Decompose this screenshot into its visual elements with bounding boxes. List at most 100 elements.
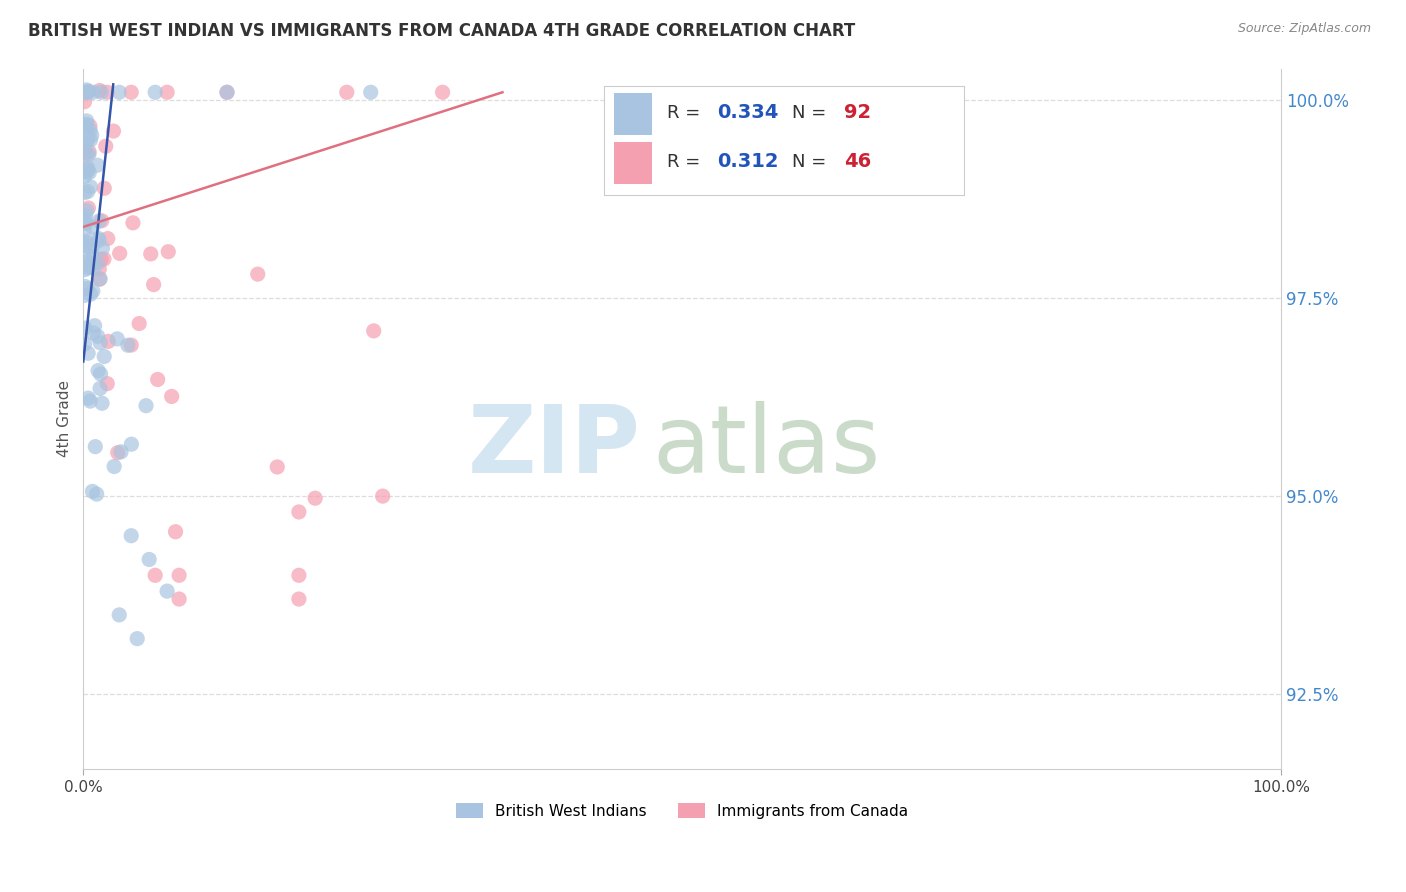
Point bbox=[87, 363, 110, 377]
Point bbox=[80, 128, 103, 143]
Point bbox=[75, 119, 97, 133]
Text: 46: 46 bbox=[844, 153, 872, 171]
Point bbox=[82, 238, 104, 252]
Point bbox=[86, 487, 108, 501]
FancyBboxPatch shape bbox=[605, 86, 963, 194]
Point bbox=[157, 244, 180, 259]
Point bbox=[167, 568, 190, 582]
Point bbox=[79, 287, 101, 301]
Text: atlas: atlas bbox=[652, 401, 880, 493]
Point bbox=[117, 338, 139, 352]
Point bbox=[75, 216, 97, 230]
Point bbox=[103, 459, 125, 474]
Point bbox=[79, 180, 101, 194]
Point bbox=[103, 124, 125, 138]
Point bbox=[79, 123, 101, 137]
Point bbox=[76, 185, 98, 199]
Text: ZIP: ZIP bbox=[467, 401, 640, 493]
Text: BRITISH WEST INDIAN VS IMMIGRANTS FROM CANADA 4TH GRADE CORRELATION CHART: BRITISH WEST INDIAN VS IMMIGRANTS FROM C… bbox=[28, 22, 855, 40]
FancyBboxPatch shape bbox=[614, 142, 652, 184]
Point bbox=[73, 130, 96, 145]
Point bbox=[127, 632, 149, 646]
Point bbox=[76, 161, 98, 175]
Point bbox=[75, 235, 97, 250]
Point bbox=[76, 114, 98, 128]
Point bbox=[142, 277, 165, 292]
Point bbox=[79, 133, 101, 147]
Point bbox=[215, 85, 238, 99]
Y-axis label: 4th Grade: 4th Grade bbox=[58, 380, 72, 458]
Point bbox=[108, 246, 131, 260]
Point bbox=[76, 83, 98, 97]
Point bbox=[108, 607, 131, 622]
Text: N =: N = bbox=[793, 103, 832, 121]
Point bbox=[371, 489, 394, 503]
Point bbox=[110, 445, 132, 459]
Point bbox=[167, 592, 190, 607]
Point bbox=[94, 139, 117, 153]
Point bbox=[93, 350, 115, 364]
Point bbox=[87, 256, 110, 270]
Point bbox=[73, 337, 96, 351]
Point bbox=[73, 126, 96, 140]
Point bbox=[73, 212, 96, 227]
Point bbox=[108, 85, 131, 99]
Point bbox=[73, 121, 96, 136]
Point bbox=[79, 259, 101, 273]
Point bbox=[120, 437, 142, 451]
Point bbox=[77, 346, 100, 360]
Point bbox=[156, 85, 179, 99]
Point bbox=[73, 85, 96, 99]
Point bbox=[122, 216, 145, 230]
Point bbox=[79, 240, 101, 254]
FancyBboxPatch shape bbox=[614, 93, 652, 135]
Point bbox=[75, 252, 97, 266]
Point bbox=[138, 552, 160, 566]
Point bbox=[76, 147, 98, 161]
Point bbox=[73, 169, 96, 184]
Text: N =: N = bbox=[793, 153, 832, 170]
Point bbox=[82, 484, 104, 499]
Point bbox=[96, 376, 118, 391]
Point bbox=[89, 83, 111, 97]
Text: Source: ZipAtlas.com: Source: ZipAtlas.com bbox=[1237, 22, 1371, 36]
Point bbox=[79, 165, 101, 179]
Point bbox=[73, 165, 96, 179]
Point bbox=[87, 231, 110, 245]
Point bbox=[360, 85, 382, 99]
Point bbox=[76, 282, 98, 296]
Point bbox=[143, 85, 166, 99]
Point bbox=[215, 85, 238, 99]
Point bbox=[73, 288, 96, 302]
Point bbox=[76, 261, 98, 276]
Point bbox=[90, 85, 112, 99]
Text: 0.312: 0.312 bbox=[717, 153, 779, 171]
Point bbox=[96, 85, 118, 99]
Point bbox=[73, 321, 96, 335]
Point bbox=[89, 381, 111, 395]
Point bbox=[77, 147, 100, 161]
Point bbox=[93, 181, 115, 195]
Point bbox=[97, 334, 120, 349]
Point bbox=[73, 216, 96, 230]
Point bbox=[73, 225, 96, 239]
Point bbox=[266, 460, 288, 475]
Point bbox=[120, 529, 142, 543]
Point bbox=[77, 85, 100, 99]
Point bbox=[91, 396, 114, 410]
Point bbox=[139, 247, 162, 261]
Point bbox=[83, 318, 105, 333]
Point bbox=[75, 126, 97, 140]
Point bbox=[336, 85, 359, 99]
Point bbox=[363, 324, 385, 338]
Text: R =: R = bbox=[666, 103, 706, 121]
Point bbox=[77, 163, 100, 178]
Point bbox=[82, 220, 104, 235]
Point bbox=[90, 213, 112, 227]
Text: 0.334: 0.334 bbox=[717, 103, 779, 122]
Point bbox=[77, 391, 100, 405]
Point bbox=[156, 584, 179, 599]
Point bbox=[89, 272, 111, 286]
Point bbox=[75, 136, 97, 150]
Point bbox=[73, 238, 96, 252]
